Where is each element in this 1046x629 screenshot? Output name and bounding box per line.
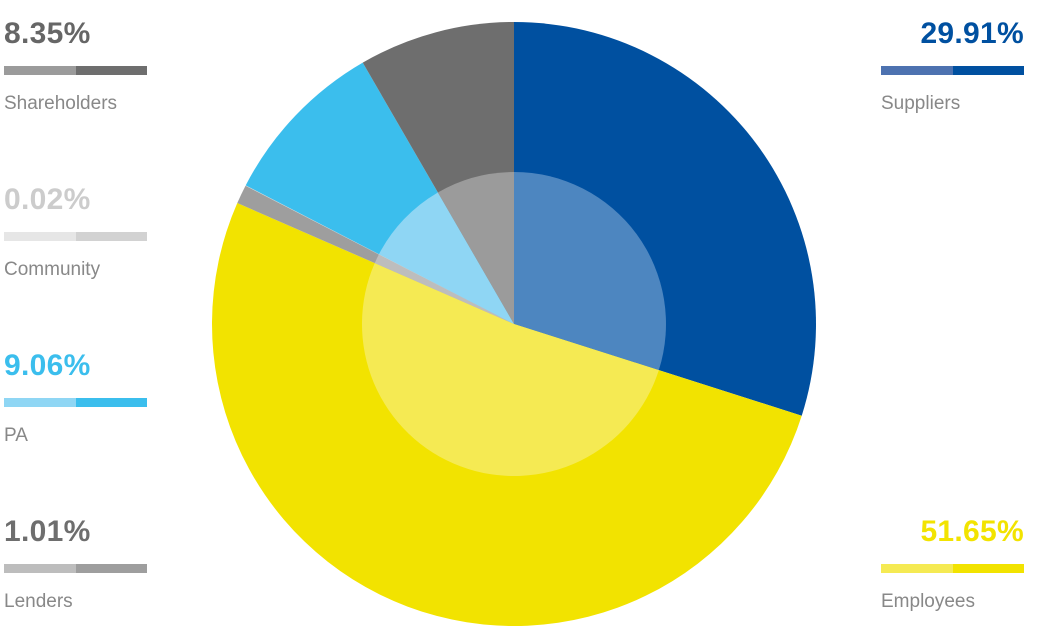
legend-value-shareholders: 8.35% xyxy=(4,17,91,50)
legend-value-pa: 9.06% xyxy=(4,349,91,382)
legend-community: 0.02% Community xyxy=(4,183,147,279)
legend-swatch-light xyxy=(881,564,953,573)
legend-swatch-shareholders xyxy=(4,66,147,75)
legend-value-lenders: 1.01% xyxy=(4,515,91,548)
legend-shareholders: 8.35% Shareholders xyxy=(4,17,147,113)
legend-swatch-lenders xyxy=(4,564,147,573)
legend-label-shareholders: Shareholders xyxy=(4,93,118,114)
legend-label-community: Community xyxy=(4,259,101,280)
legend-value-employees: 51.65% xyxy=(920,515,1024,548)
pie-inner-slice-lenders xyxy=(374,254,514,324)
legend-swatch-dark xyxy=(76,398,147,407)
legend-suppliers: 29.91% Suppliers xyxy=(881,17,1024,113)
legend-value-community: 0.02% xyxy=(4,183,91,216)
legend-swatch-pa xyxy=(4,398,147,407)
legend-swatch-dark xyxy=(953,66,1024,75)
legend-swatch-community xyxy=(4,232,147,241)
legend-swatch-dark xyxy=(76,564,147,573)
pie-inner-highlight xyxy=(361,172,666,477)
pie-inner-slice-community xyxy=(378,254,514,324)
legend-swatch-light xyxy=(4,66,76,75)
legend-swatch-dark xyxy=(953,564,1024,573)
legend-swatch-light xyxy=(4,232,76,241)
pie-inner-slice-suppliers xyxy=(514,172,666,371)
legend-pa: 9.06% PA xyxy=(4,349,147,445)
legend-swatch-light xyxy=(4,564,76,573)
pie-inner-slice-employees xyxy=(361,263,659,477)
legend-swatch-employees xyxy=(881,564,1024,573)
legend-lenders: 1.01% Lenders xyxy=(4,515,147,611)
legend-swatch-dark xyxy=(76,66,147,75)
legend-swatch-suppliers xyxy=(881,66,1024,75)
legend-swatch-light xyxy=(4,398,76,407)
pie-inner-slice-shareholders xyxy=(437,172,514,324)
legend-label-suppliers: Suppliers xyxy=(881,93,961,114)
legend-swatch-light xyxy=(881,66,953,75)
pie-inner-slice-pa xyxy=(378,192,514,324)
legend-label-employees: Employees xyxy=(881,591,975,612)
legend-value-suppliers: 29.91% xyxy=(920,17,1024,50)
legend-employees: 51.65% Employees xyxy=(881,515,1024,611)
legend-swatch-dark xyxy=(76,232,147,241)
legend-label-lenders: Lenders xyxy=(4,591,73,612)
legend-label-pa: PA xyxy=(4,425,28,446)
